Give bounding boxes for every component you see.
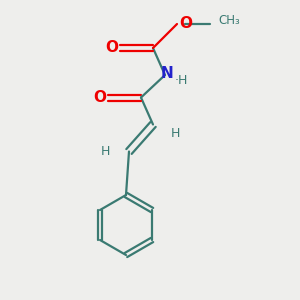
Text: H: H [100,145,110,158]
Text: H: H [171,127,180,140]
Text: ·H: ·H [175,74,188,87]
Text: CH₃: CH₃ [218,14,240,27]
Text: O: O [179,16,192,32]
Text: O: O [105,40,118,56]
Text: N: N [160,66,173,81]
Text: O: O [93,90,106,105]
